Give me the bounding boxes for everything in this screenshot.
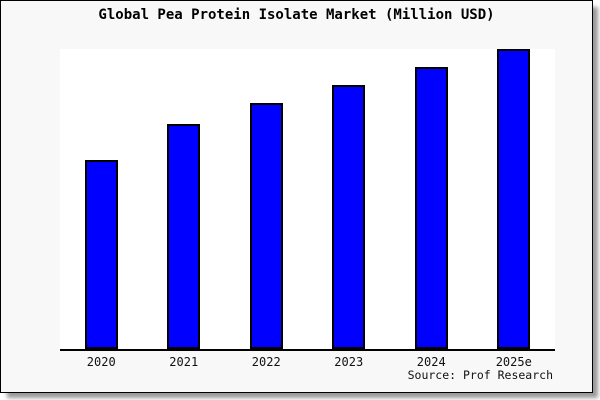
bar-2025e: [497, 49, 531, 349]
x-tick-label-2023: 2023: [334, 355, 364, 369]
xticks-row: 2020 2021 2022 2023 2024 2025e: [60, 355, 555, 369]
bar-2022: [249, 103, 283, 349]
chart-title: Global Pea Protein Isolate Market (Milli…: [98, 7, 495, 23]
bar-2024: [414, 67, 448, 349]
bar-slot: [308, 49, 391, 349]
plot-area: [60, 49, 555, 351]
x-tick-label-2022: 2022: [251, 355, 281, 369]
bar-2021: [167, 124, 201, 349]
bar-2023: [332, 85, 366, 349]
bars-row: [60, 49, 555, 349]
bar-slot: [473, 49, 556, 349]
bar-2020: [84, 160, 118, 349]
bar-slot: [60, 49, 143, 349]
source-note: Source: Prof Research: [407, 368, 553, 382]
bar-slot: [143, 49, 226, 349]
x-tick-label-2021: 2021: [169, 355, 199, 369]
x-tick-label-2024: 2024: [416, 355, 446, 369]
x-tick-label-2025e: 2025e: [495, 355, 532, 369]
bar-slot: [225, 49, 308, 349]
x-tick-label-2020: 2020: [86, 355, 116, 369]
bar-slot: [390, 49, 473, 349]
